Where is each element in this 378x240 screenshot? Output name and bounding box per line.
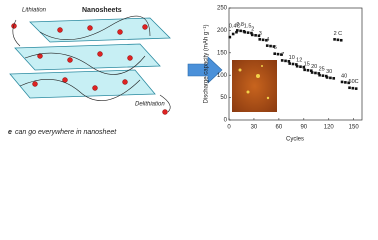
figure: Lithiation Nanosheets Delithiation e can…: [8, 6, 363, 143]
point: [336, 38, 340, 42]
x-tick-label: 90: [300, 125, 307, 131]
point: [317, 72, 321, 75]
point: [273, 52, 277, 55]
x-tick-label: 150: [349, 125, 360, 131]
rate-label: 0.8: [236, 22, 244, 28]
lithiation-label: Lithiation: [22, 8, 47, 14]
x-tick-label: 30: [251, 125, 258, 131]
point: [250, 31, 253, 35]
y-tick-label: 250: [217, 6, 228, 12]
sheet: [29, 17, 171, 43]
plot-frame: [228, 7, 363, 121]
rate-label: 2: [251, 26, 254, 32]
x-tick-label: 0: [227, 125, 231, 131]
y-tick-label: 50: [220, 95, 227, 101]
point: [347, 81, 350, 85]
rate-label: 10: [289, 55, 295, 61]
point: [314, 71, 317, 75]
point: [302, 65, 306, 69]
point: [280, 59, 284, 62]
point: [265, 38, 268, 42]
point: [295, 64, 299, 68]
caption-symbol: e: [8, 129, 12, 136]
rate-label: 15: [304, 61, 310, 67]
point: [329, 76, 332, 80]
point: [269, 44, 272, 48]
point: [257, 34, 261, 38]
inset-image: [232, 60, 277, 112]
point: [276, 52, 280, 56]
point: [288, 62, 291, 65]
point: [339, 38, 343, 42]
rate-label: 2 C: [334, 31, 343, 37]
afm-features: [238, 65, 270, 100]
rate-label: 5: [274, 45, 277, 51]
point: [299, 65, 302, 68]
point: [295, 63, 298, 66]
rate-label: 30: [326, 69, 332, 75]
point: [231, 32, 235, 36]
point: [332, 77, 336, 80]
point: [254, 34, 257, 37]
point: [258, 38, 262, 41]
point: [354, 87, 358, 90]
point: [309, 69, 313, 73]
point: [250, 33, 254, 37]
point: [324, 74, 328, 78]
point: [265, 44, 269, 47]
point: [333, 38, 336, 41]
paths: [12, 15, 171, 113]
point: [236, 29, 239, 32]
rate-label: 0.4C: [229, 24, 241, 30]
y-axis-label: Discharge capacity (mAh g⁻¹): [204, 25, 210, 104]
rate-label: 25: [319, 67, 325, 73]
y-tick-label: 0: [224, 118, 228, 124]
point: [344, 81, 347, 84]
point: [284, 59, 287, 63]
rate-label: 20: [311, 64, 317, 70]
point: [321, 74, 325, 77]
rate-label: 12: [296, 58, 302, 64]
point: [243, 30, 247, 34]
point: [261, 38, 265, 42]
y-tick-label: 100: [217, 73, 228, 79]
point: [310, 71, 314, 74]
rate-label: 4: [266, 37, 269, 43]
caption: can go everywhere in nanosheet: [15, 129, 117, 136]
point: [291, 62, 295, 66]
y-tick-label: 150: [217, 50, 228, 56]
point: [246, 31, 250, 34]
point: [348, 86, 351, 90]
point: [351, 86, 355, 90]
point: [239, 29, 242, 33]
rate-label: 1.5: [244, 24, 252, 30]
point: [228, 35, 232, 39]
arrow: [187, 56, 223, 84]
x-axis-label: Cycles: [286, 137, 304, 143]
rate-label: 7: [281, 52, 284, 58]
sheet: [14, 43, 161, 71]
point: [306, 68, 310, 72]
point: [325, 76, 329, 79]
point: [318, 73, 321, 77]
rate-label: 50C: [349, 79, 359, 85]
point: [287, 60, 291, 63]
schematic: Lithiation Nanosheets Delithiation e can…: [8, 7, 171, 136]
afm-image: [232, 60, 277, 112]
nanosheets-label: Nanosheets: [82, 7, 122, 14]
point: [235, 30, 238, 34]
x-tick-label: 60: [276, 125, 283, 131]
delithiation-label: Delithiation: [135, 102, 165, 108]
point: [303, 68, 306, 72]
y-tick-label: 200: [217, 28, 228, 34]
sheet: [9, 69, 156, 99]
rate-label: 40: [341, 73, 347, 79]
point: [280, 53, 283, 56]
x-tick-label: 120: [324, 125, 335, 131]
point: [340, 80, 344, 84]
point: [272, 45, 276, 48]
rate-label: 3: [259, 31, 262, 37]
ions: [11, 23, 168, 115]
